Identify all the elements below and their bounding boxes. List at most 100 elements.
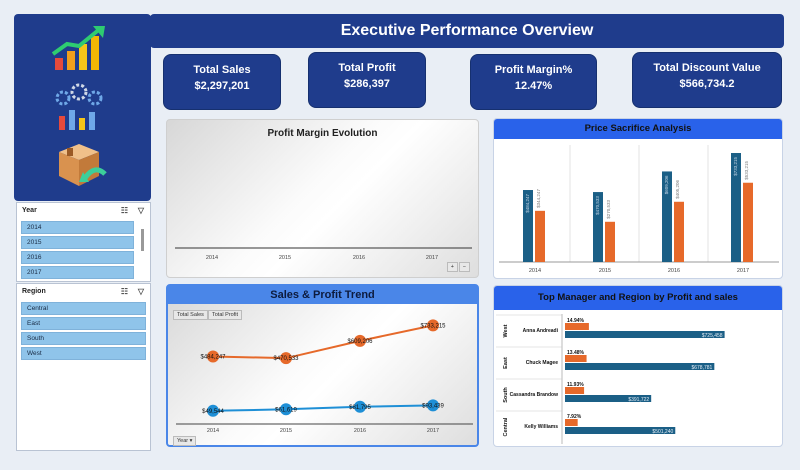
region-label: Central — [503, 417, 509, 436]
bar-margin — [565, 419, 578, 426]
kpi-value: $2,297,201 — [194, 80, 250, 92]
data-point — [354, 334, 366, 347]
bar-sales — [662, 171, 672, 262]
margin-label: 7.92% — [567, 414, 582, 420]
kpi-value: 12.47% — [514, 80, 553, 92]
slicer-item-west[interactable]: West — [21, 347, 146, 360]
top-manager-plot: West Anna Andreadi 14.94% $725,458 East Chuck… — [496, 314, 725, 444]
growth-chart-icon — [51, 26, 105, 70]
data-label: $61,619 — [275, 407, 297, 413]
top-manager-chart[interactable]: Top Manager and Region by Profit and sal… — [493, 285, 783, 447]
data-point — [427, 399, 439, 412]
bar-sales — [565, 331, 725, 338]
margin-label: 13.48% — [567, 350, 585, 356]
sidebar-panel — [14, 14, 151, 201]
data-point — [427, 319, 439, 332]
margin-label: 14.94% — [567, 318, 585, 324]
data-label: $733,215 — [420, 323, 446, 329]
series-line — [212, 324, 434, 360]
data-point — [280, 352, 292, 365]
bar-margin — [565, 387, 585, 394]
zoom-in-button[interactable]: + — [446, 262, 458, 272]
data-point — [207, 350, 219, 363]
data-label: $470,533 — [273, 356, 299, 362]
manager-label: Anna Andreadi — [523, 328, 559, 334]
profit-margin-plot: 10.22%201413.10%201513.43%201612.74%2017 — [175, 247, 472, 261]
total-profit-button[interactable]: Total Profit — [208, 310, 242, 320]
clear-filter-icon[interactable]: ▽ — [137, 206, 144, 215]
region-label: East — [503, 357, 509, 369]
x-tick-label: 2014 — [529, 268, 541, 274]
kpi-card-profit-margin: Profit Margin% 12.47% — [470, 54, 597, 110]
data-label: $733,215 — [733, 157, 738, 176]
region-label: South — [503, 387, 509, 403]
multiselect-icon[interactable]: ☷ — [120, 206, 128, 215]
page-title: Executive Performance Overview — [150, 14, 784, 48]
bar-discount — [674, 201, 684, 262]
package-return-icon — [59, 144, 107, 186]
year-filter-button[interactable]: Year ▾ — [173, 436, 197, 446]
chart-title: Top Manager and Region by Profit and sal… — [494, 286, 782, 310]
year-slicer: Year ☷ ▽ 2014 2015 2016 2017 — [16, 202, 151, 282]
price-sacrifice-chart[interactable]: Price Sacrifice Analysis $484,247 $344,24… — [493, 118, 783, 279]
manager-label: Kelly Williams — [524, 424, 558, 430]
year-slicer-header: Year ☷ ▽ — [17, 203, 150, 219]
data-label: $533,215 — [744, 160, 749, 179]
x-tick-label: 2015 — [599, 268, 611, 274]
profit-margin-chart[interactable]: Profit Margin Evolution 10.22%201413.10%… — [166, 119, 479, 278]
slicer-item-central[interactable]: Central — [21, 302, 146, 315]
zoom-out-button[interactable]: − — [458, 262, 470, 272]
total-sales-button[interactable]: Total Sales — [173, 310, 208, 320]
data-label: $49,544 — [202, 409, 224, 415]
kpi-card-total-sales: Total Sales $2,297,201 — [163, 54, 281, 110]
x-tick-label: 2016 — [353, 255, 365, 261]
data-label: $344,247 — [536, 189, 541, 208]
x-tick-label: 2016 — [354, 428, 366, 434]
series-line — [212, 404, 434, 412]
slicer-item-east[interactable]: East — [21, 317, 146, 330]
region-label: West — [503, 324, 509, 337]
bar-discount — [605, 221, 615, 262]
data-label: $81,795 — [349, 405, 371, 411]
slicer-item-south[interactable]: South — [21, 332, 146, 345]
slicer-item-2016[interactable]: 2016 — [21, 251, 134, 264]
bar-margin — [565, 323, 589, 330]
sales-profit-plot: $484,247 $470,533 $609,206 $733,215 $49,544 $… — [176, 319, 473, 434]
data-label: $484,247 — [200, 354, 226, 360]
sales-label: $391,722 — [628, 397, 649, 403]
data-label: $470,533 — [595, 196, 600, 215]
bar-sales — [731, 153, 741, 262]
manager-label: Chuck Magee — [526, 360, 558, 366]
data-point — [207, 404, 219, 417]
kpi-label: Profit Margin% — [494, 64, 573, 76]
kpi-label: Total Profit — [338, 62, 396, 74]
x-tick-label: 2017 — [426, 255, 438, 261]
data-label: $270,533 — [606, 200, 611, 219]
clear-filter-icon[interactable]: ▽ — [137, 287, 144, 296]
slicer-item-2014[interactable]: 2014 — [21, 221, 134, 234]
slicer-item-2015[interactable]: 2015 — [21, 236, 134, 249]
bar-sales — [523, 190, 533, 262]
bar-sales — [565, 395, 652, 402]
multiselect-icon[interactable]: ☷ — [120, 287, 128, 296]
kpi-card-total-profit: Total Profit $286,397 — [308, 52, 426, 108]
sales-profit-chart[interactable]: Sales & Profit Trend Total Sales Total P… — [166, 284, 479, 447]
chart-title: Profit Margin Evolution — [267, 128, 378, 139]
data-label: $484,247 — [525, 194, 530, 213]
data-point — [280, 403, 292, 416]
x-tick-label: 2014 — [206, 255, 218, 261]
data-point — [354, 400, 366, 413]
sales-label: $678,781 — [691, 365, 712, 371]
data-label: $609,206 — [347, 339, 373, 345]
region-slicer: Region ☷ ▽ Central East South West — [16, 283, 151, 451]
bar-sales — [593, 192, 603, 262]
x-tick-label: 2014 — [207, 428, 219, 434]
bar-discount — [535, 210, 545, 262]
slicer-scrollbar[interactable] — [141, 229, 144, 251]
kpi-card-total-discount: Total Discount Value $566,734.2 — [632, 52, 782, 108]
chart-title: Sales & Profit Trend — [168, 286, 477, 304]
bar-sales — [565, 363, 715, 370]
x-tick-label: 2017 — [737, 268, 749, 274]
slicer-item-2017[interactable]: 2017 — [21, 266, 134, 279]
data-label: $93,439 — [422, 403, 444, 409]
